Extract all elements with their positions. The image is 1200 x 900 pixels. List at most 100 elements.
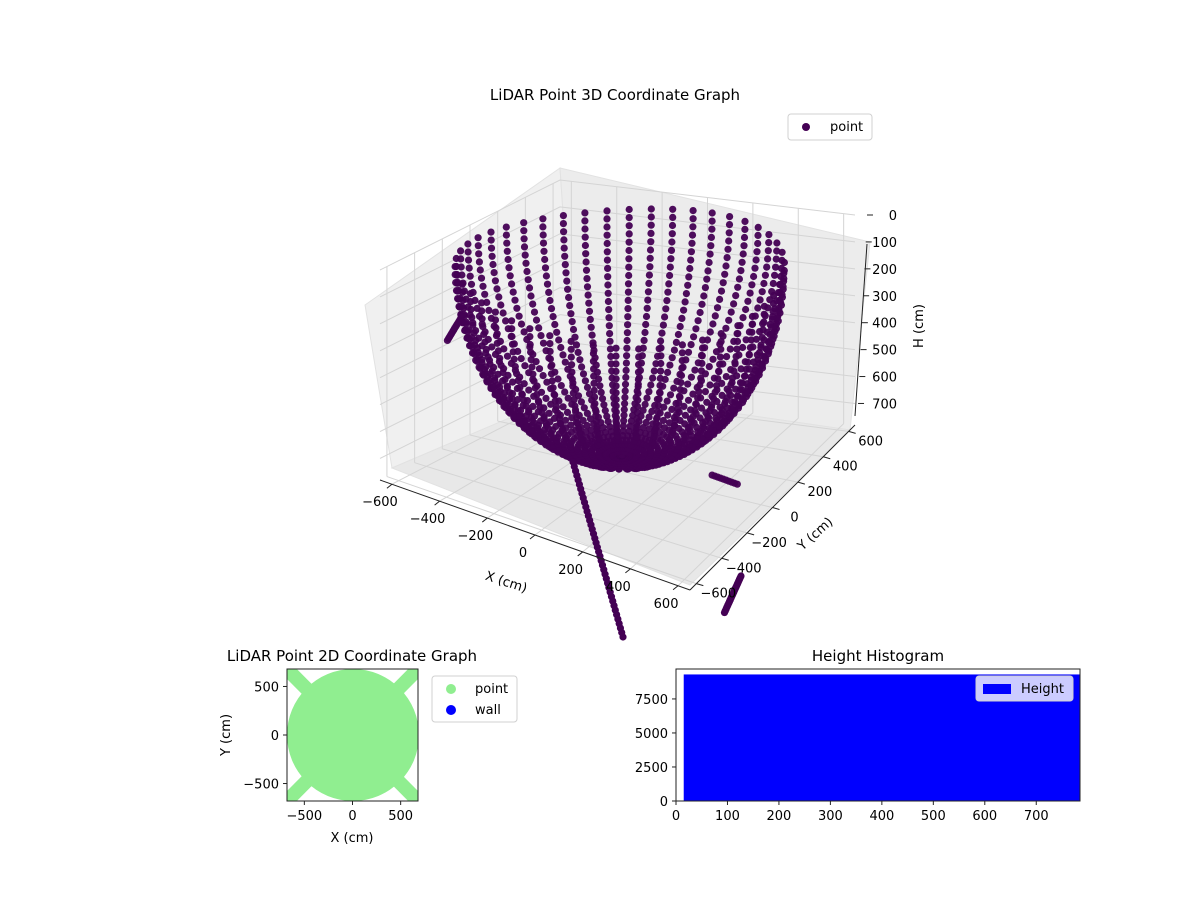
plot3d-point-1278 <box>655 422 663 430</box>
plot3d-point-1053 <box>507 332 515 340</box>
plot3d-point-660 <box>465 264 473 272</box>
plot3d-point-1383 <box>736 379 745 387</box>
plot3d-xtick-label-6: 600 <box>654 597 679 612</box>
plot3d-point-1773 <box>720 608 729 617</box>
plot3d-point-537 <box>462 295 470 303</box>
plot3d-point-499 <box>495 383 504 391</box>
plot3d-point-1572 <box>773 239 781 247</box>
plot3d-point-541 <box>464 303 472 311</box>
plot3d-point-1633 <box>644 296 652 304</box>
plot2d-legend: point wall <box>431 675 518 723</box>
plot3d-point-450 <box>505 401 513 409</box>
plot3d-point-503 <box>443 336 451 344</box>
plot3d-point-1451 <box>607 360 615 368</box>
plot3d-point-1121 <box>547 385 555 393</box>
plot3d-point-1250 <box>572 385 580 394</box>
plot3d-point-1662 <box>754 231 762 239</box>
plot3d-ytick-mark-4 <box>797 481 806 485</box>
plot3d-point-1559 <box>640 336 648 344</box>
plot3d-point-1153 <box>568 400 576 408</box>
plot3d-point-1622 <box>725 316 733 324</box>
plot3d-point-1203 <box>509 288 517 296</box>
plot3d-point-1243 <box>612 417 620 425</box>
plot3d-xtick-label-4: 200 <box>558 563 583 578</box>
plot3d-point-1195 <box>513 304 521 312</box>
plot3d-point-1412 <box>663 397 671 405</box>
plot3d-point-1529 <box>605 322 613 330</box>
plot3d-point-1310 <box>676 416 684 425</box>
plot3d-point-1373 <box>732 385 740 393</box>
plot3d-point-417 <box>458 302 466 311</box>
plot3d-point-1643 <box>625 255 633 263</box>
plot3d-point-1675 <box>646 254 654 262</box>
plot3d-point-1681 <box>684 281 692 289</box>
plot3d-xtick-mark-6 <box>672 585 679 591</box>
plot3d-point-1337 <box>520 227 528 235</box>
plot2d-ytick-label-1: 0 <box>271 729 279 744</box>
plot3d-point-1717 <box>688 239 696 247</box>
plot3d-point-1538 <box>742 336 750 344</box>
plot3d-point-1502 <box>715 367 723 375</box>
plot3d-point-1029 <box>577 423 585 432</box>
plot3d-xtick-mark-0 <box>386 483 393 489</box>
plot3d-point-1340 <box>557 343 565 352</box>
plot2d-title: LiDAR Point 2D Coordinate Graph <box>227 647 477 665</box>
plot3d-point-510 <box>500 389 508 397</box>
plot3d-point-1509 <box>650 367 658 375</box>
plot3d-point-480 <box>516 412 524 420</box>
plot2d-ylabel: Y (cm) <box>219 714 234 757</box>
plot3d-point-1223 <box>503 247 511 255</box>
plot3d-point-985 <box>561 416 570 424</box>
plot3d-point-1691 <box>647 221 655 229</box>
plot3d-point-1077 <box>493 285 501 293</box>
plot3d-point-1642 <box>750 272 758 281</box>
plot3d-point-1426 <box>569 325 578 334</box>
plot3d-point-1716 <box>707 242 715 250</box>
plot3d-point-11 <box>508 317 516 325</box>
plot3d-point-1402 <box>723 385 731 393</box>
plot3d-point-1530 <box>761 312 769 320</box>
plot3d-point-1359 <box>751 366 760 374</box>
plot3d-point-1285 <box>620 411 628 419</box>
plot3d-point-1295 <box>530 308 539 316</box>
plot3d-point-62 <box>612 352 620 360</box>
plot3d-point-1443 <box>590 346 598 354</box>
plot3d-point-1550 <box>682 356 690 364</box>
histogram-xtick-label-7: 700 <box>1024 809 1049 824</box>
plot3d-point-1171 <box>523 335 531 344</box>
plot3d-ztick-label-6: 600 <box>872 371 897 386</box>
plot3d-point-611 <box>508 390 517 398</box>
plot3d-point-1566 <box>772 255 780 263</box>
plot3d-point-447 <box>471 341 479 349</box>
plot3d-point-1371 <box>621 393 629 401</box>
plot3d-point-1490 <box>561 252 569 260</box>
plot3d-point-1033 <box>525 369 533 377</box>
plot3d-point-1661 <box>645 271 654 279</box>
plot3d-point-1306 <box>561 358 569 366</box>
plot3d-ztick-label-1: 100 <box>872 236 897 251</box>
plot3d-ztick-label-2: 200 <box>872 263 897 278</box>
plot3d-point-1558 <box>712 348 721 356</box>
plot3d-point-1518 <box>735 351 743 359</box>
plot3d-point-1516 <box>756 328 764 336</box>
plot3d-point-1623 <box>643 304 651 312</box>
plot3d-point-1364 <box>675 408 683 416</box>
plot3d-xtick-label-2: −200 <box>457 529 493 544</box>
plot3d-point-1459 <box>763 328 771 336</box>
plot3d-point-1548 <box>768 288 776 296</box>
plot3d-point-1315 <box>524 276 532 284</box>
plot2d-disk-outer <box>287 669 418 801</box>
plot3d-point-907 <box>476 266 484 274</box>
plot3d-point-408 <box>455 286 463 295</box>
plot3d-point-887 <box>545 409 553 417</box>
plot3d-point-1191 <box>557 382 565 390</box>
plot3d-point-1067 <box>499 309 507 317</box>
plot3d-point-1501 <box>777 264 786 272</box>
plot3d-point-1789 <box>619 633 627 641</box>
plot3d-point-533 <box>460 287 468 295</box>
plot3d-point-1351 <box>621 400 629 408</box>
plot3d-point-1573 <box>581 209 589 217</box>
plot3d-point-1063 <box>587 426 595 434</box>
plot3d-point-1458 <box>565 293 573 302</box>
plot3d-point-1688 <box>703 275 711 283</box>
